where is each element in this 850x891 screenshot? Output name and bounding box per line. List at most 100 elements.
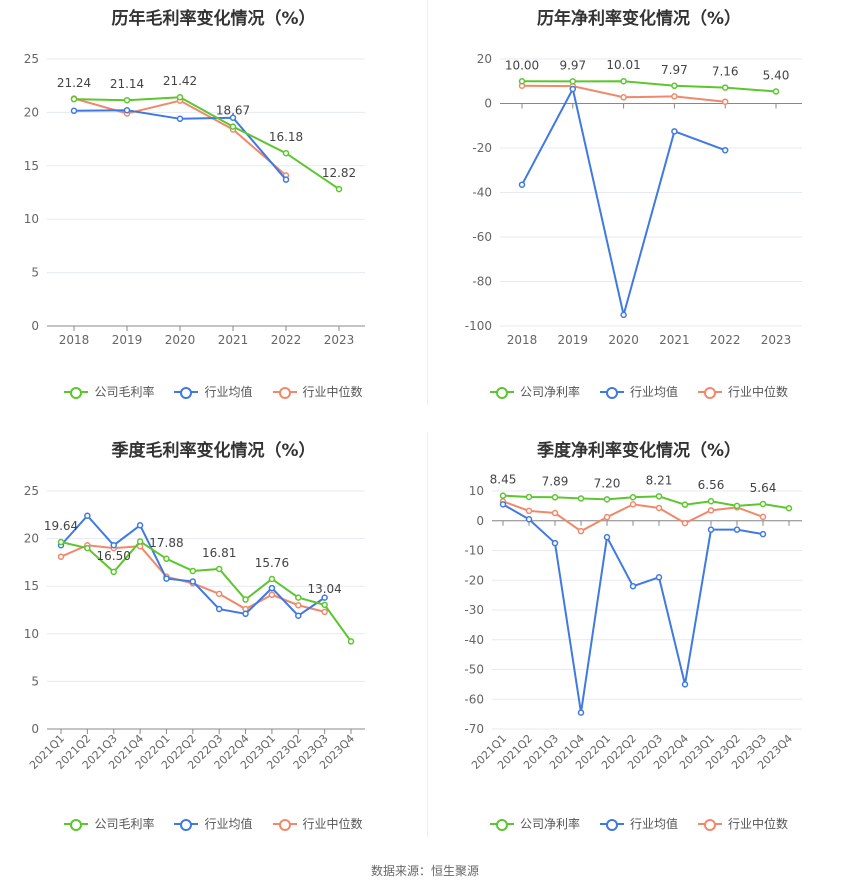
data-point xyxy=(655,493,663,500)
data-point xyxy=(347,638,355,645)
data-point xyxy=(499,501,507,508)
legend-item-industry-median[interactable]: 行业中位数 xyxy=(272,383,363,400)
data-point xyxy=(655,504,663,512)
industry-average-line xyxy=(521,86,726,316)
panel-divider-top xyxy=(427,0,428,405)
data-label: 7.97 xyxy=(661,63,688,77)
data-point xyxy=(551,509,559,517)
data-label: 21.14 xyxy=(110,77,144,91)
x-tick-label: 2020 xyxy=(165,333,196,347)
y-tick-label: 20 xyxy=(477,52,492,66)
data-point xyxy=(136,522,144,529)
y-tick-label: 10 xyxy=(24,627,39,641)
y-tick-label: 15 xyxy=(24,159,39,173)
data-point xyxy=(707,526,715,533)
data-point xyxy=(620,94,627,101)
annual-net-margin-plot: -100 -80 -60 -40 -20 0 20 2018 2019 2020 2021 2022 2… xyxy=(465,52,802,347)
legend-line-circle-icon xyxy=(489,386,514,399)
x-tick-label: 2021 xyxy=(218,333,249,347)
legend-label: 公司净利率 xyxy=(519,817,580,831)
y-tick-label: 20 xyxy=(24,532,39,546)
y-tick-label: -20 xyxy=(472,141,492,155)
annual-gross-margin-chart: 历年毛利率变化情况（%） 0 5 10 15 20 25 2018 2019 2020 2021 2… xyxy=(0,0,427,415)
data-label: 15.76 xyxy=(255,556,289,570)
data-point xyxy=(551,539,559,547)
legend-item-industry-median[interactable]: 行业中位数 xyxy=(698,383,788,400)
data-point xyxy=(518,78,526,85)
data-point xyxy=(620,77,627,85)
data-point xyxy=(707,507,715,514)
data-point xyxy=(70,107,78,115)
y-tick-label: 15 xyxy=(24,579,39,593)
data-source-note: 数据来源：恒生聚源 xyxy=(370,864,479,878)
y-tick-label: 0 xyxy=(484,97,492,111)
chart-legend: 公司净利率 行业均值 行业中位数 xyxy=(428,815,850,832)
y-tick-label: 20 xyxy=(24,105,39,119)
data-label: 16.18 xyxy=(269,130,303,144)
data-point xyxy=(733,526,741,533)
data-point xyxy=(733,502,741,510)
legend-line-circle-icon xyxy=(174,386,199,399)
data-point xyxy=(295,594,302,601)
data-point xyxy=(603,513,611,521)
data-point xyxy=(518,181,526,188)
chart-title: 季度毛利率变化情况（%） xyxy=(111,441,316,461)
y-tick-label: 0 xyxy=(31,319,39,333)
data-point xyxy=(759,530,767,538)
data-point xyxy=(525,493,533,501)
data-point xyxy=(681,501,689,508)
data-point xyxy=(176,93,184,101)
data-label: 16.50 xyxy=(97,549,131,563)
legend-item-industry-average[interactable]: 行业均值 xyxy=(174,815,253,832)
data-label: 12.82 xyxy=(322,166,356,180)
legend-line-circle-icon xyxy=(698,386,722,399)
data-label: 16.81 xyxy=(202,546,236,560)
data-label: 10.00 xyxy=(505,58,539,72)
legend-item-industry-average[interactable]: 行业均值 xyxy=(599,383,678,400)
data-label: 9.97 xyxy=(559,58,586,72)
legend-label: 行业中位数 xyxy=(728,385,789,399)
data-point xyxy=(123,96,131,104)
company-line xyxy=(60,540,352,643)
data-point xyxy=(215,605,223,613)
data-label: 10.01 xyxy=(606,58,640,72)
legend-line-circle-icon xyxy=(272,386,297,399)
data-label: 21.24 xyxy=(57,76,91,90)
data-point xyxy=(110,568,117,576)
data-label: 7.20 xyxy=(594,476,621,490)
chart-title: 历年净利率变化情况（%） xyxy=(536,9,742,29)
data-point xyxy=(268,584,276,592)
legend-item-company[interactable]: 公司毛利率 xyxy=(64,383,154,400)
data-label: 6.56 xyxy=(698,478,725,492)
y-tick-label: -70 xyxy=(464,722,484,736)
data-label: 7.16 xyxy=(712,65,739,79)
data-point xyxy=(629,493,637,501)
legend-item-company[interactable]: 公司毛利率 xyxy=(64,815,154,832)
legend-label: 行业中位数 xyxy=(302,385,363,399)
chart-title: 历年毛利率变化情况（%） xyxy=(111,9,316,29)
y-tick-label: -60 xyxy=(472,230,492,244)
legend-label: 公司毛利率 xyxy=(94,817,155,831)
legend-line-circle-icon xyxy=(599,818,624,831)
data-label: 21.42 xyxy=(163,74,197,88)
legend-line-circle-icon xyxy=(698,818,722,831)
data-point xyxy=(785,505,793,512)
data-point xyxy=(569,85,577,93)
data-point xyxy=(84,512,91,520)
data-point xyxy=(620,311,627,319)
legend-item-company[interactable]: 公司净利率 xyxy=(489,383,580,400)
quarterly-gross-margin-chart: 季度毛利率变化情况（%） 0 5 10 15 20 25 2021Q1 2021Q2 2021Q… xyxy=(0,432,427,847)
legend-item-industry-average[interactable]: 行业均值 xyxy=(599,815,678,832)
legend-item-industry-median[interactable]: 行业中位数 xyxy=(272,815,363,832)
legend-line-circle-icon xyxy=(272,818,297,831)
data-point xyxy=(123,107,131,114)
company-line xyxy=(73,96,340,190)
legend-item-industry-average[interactable]: 行业均值 xyxy=(174,383,253,400)
data-point xyxy=(603,496,611,503)
data-point xyxy=(321,608,328,616)
y-tick-label: 0 xyxy=(31,722,39,736)
legend-item-company[interactable]: 公司净利率 xyxy=(489,815,580,832)
data-point xyxy=(215,590,223,598)
data-point xyxy=(551,494,559,501)
legend-item-industry-median[interactable]: 行业中位数 xyxy=(698,815,788,832)
